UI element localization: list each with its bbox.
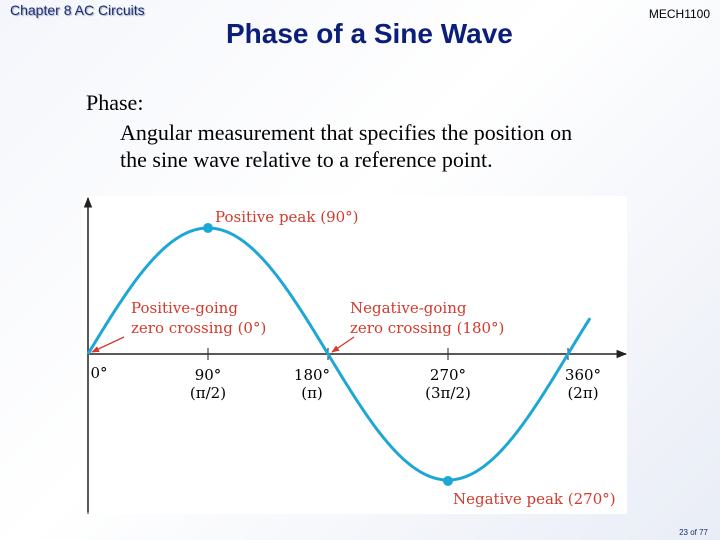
peak-dot: [443, 476, 453, 486]
page-number: 23 of 77: [679, 528, 708, 537]
crossing-label: Negative-going: [350, 299, 467, 317]
slide-title: Phase of a Sine Wave: [226, 18, 513, 49]
axis-degree-label: 90°: [195, 366, 222, 384]
axis-degree-label: 0°: [90, 364, 107, 382]
axis-degree-label: 270°: [430, 366, 466, 384]
axis-radian-label: (π/2): [190, 384, 226, 402]
axis-radian-label: (3π/2): [425, 384, 471, 402]
figure-background: [82, 196, 627, 514]
callout-arrow: [91, 336, 125, 353]
positive-peak-label: Positive peak (90°): [215, 208, 359, 226]
axis-degree-label: 180°: [294, 366, 330, 384]
definition-line: the sine wave relative to a reference po…: [120, 147, 493, 172]
definition-line: Angular measurement that specifies the p…: [120, 120, 573, 145]
crossing-label: zero crossing (180°): [350, 319, 504, 337]
axis-radian-label: (π): [301, 384, 323, 402]
axis-degree-label: 360°: [565, 366, 601, 384]
negative-peak-label: Negative peak (270°): [453, 490, 616, 508]
course-code: MECH1100: [648, 7, 710, 21]
peak-dot: [203, 223, 213, 233]
sine-wave: [86, 226, 592, 482]
crossing-label: zero crossing (0°): [131, 319, 266, 337]
axis-radian-label: (2π): [567, 384, 598, 402]
crossing-label: Positive-going: [131, 299, 238, 317]
term: Phase:: [86, 90, 144, 115]
chapter-label: Chapter 8 AC Circuits: [10, 2, 145, 18]
callout-arrow: [331, 336, 355, 353]
